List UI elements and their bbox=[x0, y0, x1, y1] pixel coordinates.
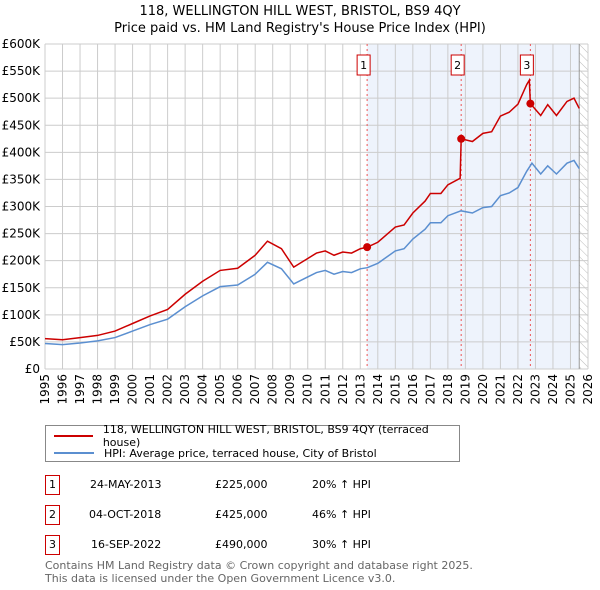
x-tick-label: 2006 bbox=[231, 374, 245, 405]
x-tick-label: 2001 bbox=[143, 374, 157, 405]
x-tick-label: 2007 bbox=[248, 374, 262, 405]
x-tick-label: 2004 bbox=[196, 374, 210, 405]
legend-item-hpi: HPI: Average price, terraced house, City… bbox=[54, 445, 377, 461]
sale-point bbox=[457, 134, 466, 143]
sale-date: 24-MAY-2013 bbox=[90, 478, 162, 491]
footer-copyright: Contains HM Land Registry data © Crown c… bbox=[45, 559, 473, 572]
x-tick-label: 2010 bbox=[301, 374, 315, 405]
legend-label: HPI: Average price, terraced house, City… bbox=[104, 446, 377, 460]
x-tick-label: 2012 bbox=[336, 374, 350, 405]
x-tick-label: 1995 bbox=[38, 374, 52, 405]
y-tick-label: £250K bbox=[2, 227, 42, 241]
x-tick-label: 2017 bbox=[423, 374, 437, 405]
y-tick-label: £50K bbox=[9, 335, 41, 349]
chart-title: 118, WELLINGTON HILL WEST, BRISTOL, BS9 … bbox=[139, 4, 461, 19]
sale-marker-box bbox=[519, 54, 534, 76]
sale-date: 16-SEP-2022 bbox=[91, 538, 162, 551]
y-tick-label: £0 bbox=[25, 362, 40, 376]
x-tick-label: 1997 bbox=[73, 374, 87, 405]
x-tick-label: 2002 bbox=[161, 374, 175, 405]
sale-marker-box bbox=[450, 54, 465, 76]
sale-price: £425,000 bbox=[215, 508, 268, 521]
x-tick-label: 2020 bbox=[476, 374, 490, 405]
sale-hpi: 30% ↑ HPI bbox=[312, 538, 371, 551]
x-tick-label: 2026 bbox=[581, 374, 595, 405]
sale-price: £490,000 bbox=[215, 538, 268, 551]
sale-point bbox=[363, 243, 372, 252]
sale-marker-label: 1 bbox=[360, 59, 367, 72]
legend-item-property: 118, WELLINGTON HILL WEST, BRISTOL, BS9 … bbox=[54, 423, 459, 449]
legend-swatch-blue bbox=[54, 452, 94, 454]
plot-area: 1995 1996 1997 1998 1999 2000 2001 2002 2003 2004… bbox=[2, 37, 595, 405]
sale-marker-label: 1 bbox=[45, 475, 60, 495]
x-tick-label: 1999 bbox=[108, 374, 122, 405]
sale-marker-box bbox=[356, 54, 371, 76]
x-tick-label: 2018 bbox=[441, 374, 455, 405]
x-tick-label: 2008 bbox=[266, 374, 280, 405]
x-tick-label: 2023 bbox=[528, 374, 542, 405]
footer-licence: This data is licensed under the Open Gov… bbox=[45, 572, 396, 585]
x-tick-label: 2022 bbox=[511, 374, 525, 405]
x-tick-label: 2021 bbox=[493, 374, 507, 405]
x-tick-label: 2015 bbox=[388, 374, 402, 405]
y-tick-label: £400K bbox=[2, 145, 42, 159]
x-tick-label: 2025 bbox=[563, 374, 577, 405]
y-tick-label: £300K bbox=[2, 200, 42, 214]
hpi-line bbox=[44, 159, 580, 346]
sale-marker-label: 3 bbox=[523, 59, 530, 72]
y-tick-label: £500K bbox=[2, 91, 42, 105]
x-tick-label: 2014 bbox=[371, 374, 385, 405]
x-tick-label: 2019 bbox=[458, 374, 472, 405]
x-tick-label: 2005 bbox=[213, 374, 227, 405]
x-tick-label: 2011 bbox=[318, 374, 332, 405]
sale-marker-label: 3 bbox=[45, 535, 60, 555]
sale-marker-label: 2 bbox=[454, 59, 461, 72]
y-tick-label: £100K bbox=[2, 308, 42, 322]
legend-label: 118, WELLINGTON HILL WEST, BRISTOL, BS9 … bbox=[102, 423, 429, 449]
sale-point bbox=[526, 99, 535, 108]
y-tick-label: £150K bbox=[2, 281, 42, 295]
x-tick-label: 2000 bbox=[126, 374, 140, 405]
sale-hpi: 46% ↑ HPI bbox=[312, 508, 371, 521]
sale-marker-label: 2 bbox=[45, 505, 60, 525]
chart-subtitle: Price paid vs. HM Land Registry's House … bbox=[114, 21, 486, 36]
x-tick-label: 2024 bbox=[546, 374, 560, 405]
legend-swatch-red bbox=[54, 435, 93, 437]
sale-row-2: 2 04-OCT-2018 £425,000 46% ↑ HPI bbox=[45, 505, 465, 525]
x-tick-label: 2013 bbox=[353, 374, 367, 405]
sale-hpi: 20% ↑ HPI bbox=[312, 478, 371, 491]
sale-row-1: 1 24-MAY-2013 £225,000 20% ↑ HPI bbox=[45, 475, 465, 495]
sale-date: 04-OCT-2018 bbox=[89, 508, 162, 521]
y-tick-label: £550K bbox=[2, 64, 42, 78]
x-tick-label: 1998 bbox=[91, 374, 105, 405]
y-tick-label: £450K bbox=[2, 118, 42, 132]
legend: 118, WELLINGTON HILL WEST, BRISTOL, BS9 … bbox=[45, 423, 460, 462]
x-tick-label: 2003 bbox=[178, 374, 192, 405]
x-tick-label: 2016 bbox=[406, 374, 420, 405]
sale-price: £225,000 bbox=[215, 478, 268, 491]
sale-row-3: 3 16-SEP-2022 £490,000 30% ↑ HPI bbox=[45, 535, 465, 555]
y-tick-label: £200K bbox=[2, 254, 42, 268]
x-tick-label: 2009 bbox=[283, 374, 297, 405]
x-tick-label: 1996 bbox=[56, 374, 70, 405]
y-tick-label: £600K bbox=[2, 37, 42, 51]
y-tick-label: £350K bbox=[2, 172, 42, 186]
price-paid-line bbox=[44, 77, 580, 341]
